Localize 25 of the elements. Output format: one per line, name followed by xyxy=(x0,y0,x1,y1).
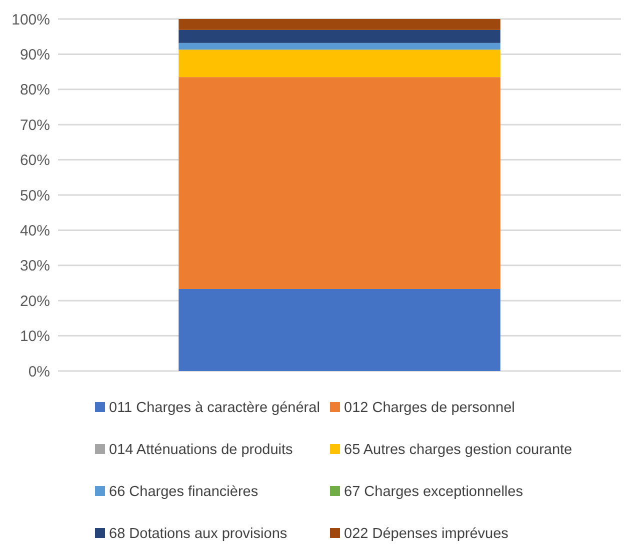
y-tick-label: 70% xyxy=(20,116,50,134)
y-tick-label: 30% xyxy=(20,258,50,275)
legend-label: 011 Charges à caractère général xyxy=(109,400,320,416)
legend-label: 68 Dotations aux provisions xyxy=(109,526,288,542)
bar xyxy=(178,19,500,30)
bar xyxy=(178,42,500,50)
y-tick-label: 50% xyxy=(20,187,50,204)
y-tick-label: 100% xyxy=(12,11,50,28)
y-tick-label: 20% xyxy=(20,292,50,310)
legend-label: 67 Charges exceptionnelles xyxy=(344,484,523,500)
bar xyxy=(178,30,500,43)
bar xyxy=(178,77,500,289)
legend-label: 014 Atténuations de produits xyxy=(109,442,293,458)
legend-label: 65 Autres charges gestion courante xyxy=(344,442,572,458)
y-tick-label: 0% xyxy=(28,363,50,380)
bar xyxy=(178,288,500,371)
legend-label: 66 Charges financières xyxy=(109,484,258,500)
legend-label: 022 Dépenses imprévues xyxy=(344,526,508,542)
y-tick-label: 40% xyxy=(20,222,50,240)
y-tick-label: 60% xyxy=(20,152,50,170)
y-tick-label: 80% xyxy=(20,82,50,99)
y-tick-label: 90% xyxy=(20,46,50,64)
legend-label: 012 Charges de personnel xyxy=(344,400,515,416)
y-tick-label: 10% xyxy=(20,328,50,346)
bar xyxy=(178,50,500,78)
